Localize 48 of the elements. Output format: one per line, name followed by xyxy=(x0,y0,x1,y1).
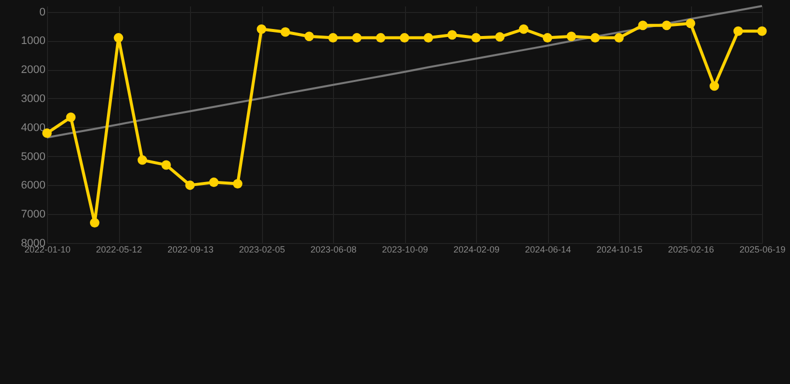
point xyxy=(280,27,290,37)
y-tick-label: 2000 xyxy=(21,64,46,76)
point xyxy=(614,33,624,43)
y-tick-label: 4000 xyxy=(21,122,46,134)
x-tick-label: 2024-06-14 xyxy=(524,244,572,254)
y-tick-label: 3000 xyxy=(21,92,46,105)
point xyxy=(638,20,648,30)
y-tick-label: 6000 xyxy=(21,180,46,192)
point xyxy=(757,26,767,36)
point xyxy=(495,32,505,42)
y-tick-label: 5000 xyxy=(21,150,46,163)
point xyxy=(304,32,314,42)
point xyxy=(400,33,410,43)
point xyxy=(256,24,266,34)
x-tick-label: 2024-02-09 xyxy=(453,244,500,254)
point xyxy=(352,33,362,43)
point xyxy=(662,20,672,30)
x-tick-label: 2023-02-05 xyxy=(238,244,286,254)
point xyxy=(138,155,148,165)
point xyxy=(471,33,481,43)
x-tick-label: 2025-06-19 xyxy=(739,244,786,254)
point xyxy=(114,33,124,43)
x-tick-label: 2023-06-08 xyxy=(310,244,357,254)
x-tick-label: 2022-05-12 xyxy=(96,244,142,254)
point xyxy=(376,33,386,43)
point xyxy=(710,81,720,91)
point xyxy=(542,33,552,43)
y-tick-label: 7000 xyxy=(21,208,46,221)
point xyxy=(90,218,100,228)
point xyxy=(590,33,600,43)
x-tick-label: 2022-09-13 xyxy=(167,244,214,254)
y-tick-label: 1000 xyxy=(21,35,46,48)
point xyxy=(66,112,76,122)
point xyxy=(566,32,576,42)
x-tick-label: 2023-10-09 xyxy=(382,244,428,254)
point xyxy=(686,18,696,28)
y-tick-label: 0 xyxy=(39,6,46,18)
point xyxy=(185,180,195,190)
point xyxy=(447,30,457,40)
point xyxy=(161,160,171,170)
x-tick-label: 2025-02-16 xyxy=(668,244,714,254)
point xyxy=(733,26,743,36)
point xyxy=(232,179,242,188)
point xyxy=(518,24,528,34)
point xyxy=(209,178,219,188)
x-tick-label: 2024-10-15 xyxy=(596,244,643,254)
point xyxy=(328,33,338,43)
point xyxy=(424,33,434,43)
